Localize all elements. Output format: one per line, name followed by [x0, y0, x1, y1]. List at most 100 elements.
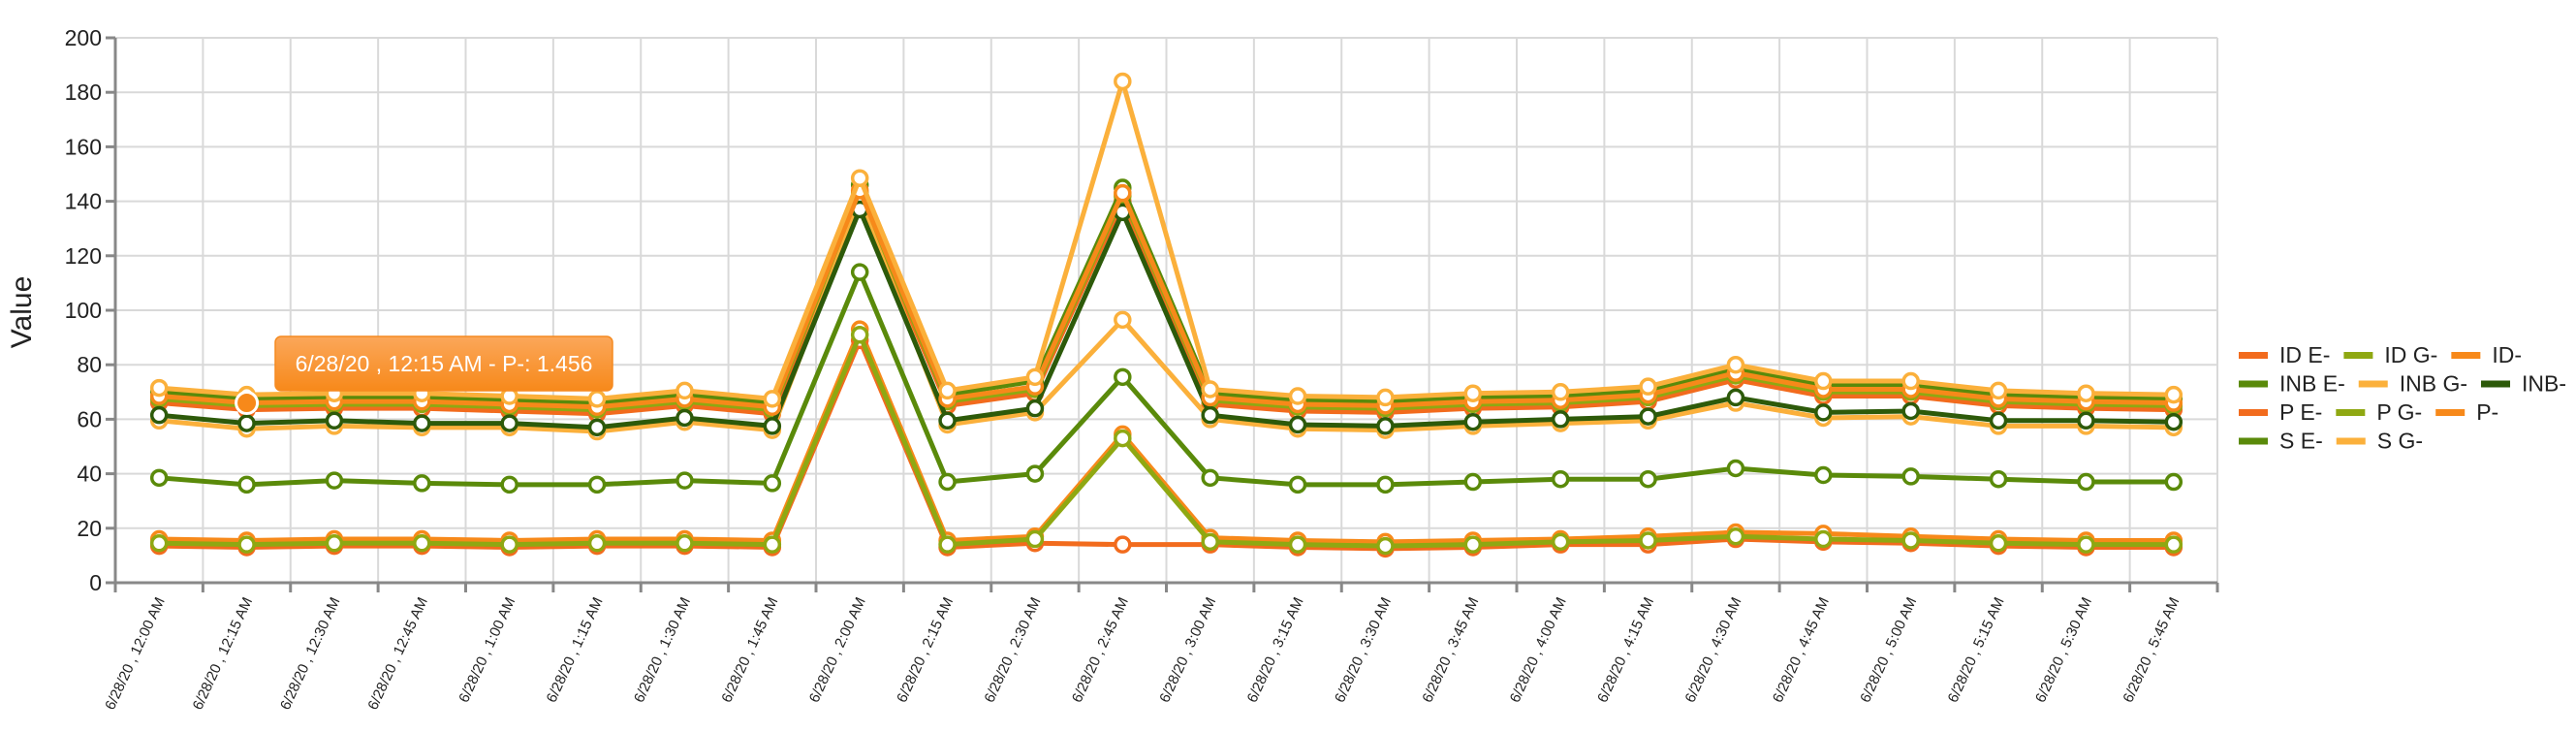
data-point — [1726, 526, 1745, 546]
legend-label: INB E- — [2279, 371, 2345, 397]
data-point — [237, 414, 256, 432]
legend-swatch — [2239, 409, 2268, 416]
data-point — [1814, 465, 1833, 485]
legend-label: ID G- — [2384, 342, 2437, 367]
x-tick-label: 6/28/20 , 2:15 AM — [894, 595, 957, 706]
x-tick-label: 6/28/20 , 5:30 AM — [2032, 595, 2095, 706]
data-point — [1901, 531, 1920, 550]
x-tick-label: 6/28/20 , 1:45 AM — [718, 595, 781, 706]
series-line — [159, 337, 2174, 552]
data-point — [325, 471, 344, 490]
legend-item: ID E- — [2239, 342, 2330, 367]
series-line — [159, 332, 2174, 549]
data-point — [938, 411, 957, 430]
x-tick-label: 6/28/20 , 4:00 AM — [1507, 595, 1570, 706]
series-s-g — [149, 72, 2183, 408]
data-point — [1288, 415, 1307, 434]
y-tick-label: 80 — [77, 352, 102, 377]
data-point — [1639, 469, 1657, 489]
series-line — [158, 79, 2174, 401]
data-point — [1989, 469, 2008, 489]
data-point — [1025, 367, 1045, 387]
x-tick-label: 6/28/20 , 5:15 AM — [1945, 595, 2008, 706]
data-point — [413, 474, 431, 493]
series-line — [158, 199, 2174, 434]
legend-label: P G- — [2376, 399, 2422, 425]
x-tick-label: 6/28/20 , 2:00 AM — [806, 595, 869, 706]
tooltip-box — [274, 335, 613, 392]
data-point — [2164, 472, 2183, 492]
x-tick-label: 6/28/20 , 12:00 AM — [102, 595, 169, 713]
legend-swatch — [2435, 409, 2466, 416]
data-point — [1376, 536, 1395, 556]
data-point — [850, 263, 869, 281]
series-s-e — [149, 263, 2183, 494]
data-point — [500, 475, 518, 494]
legend-swatch — [2451, 352, 2481, 359]
legend-item: S G- — [2336, 429, 2423, 454]
data-point — [2077, 384, 2095, 402]
data-point — [1025, 398, 1045, 418]
data-point — [1114, 429, 1132, 448]
x-tick-label: 6/28/20 , 3:45 AM — [1419, 595, 1482, 706]
legend-item: INB G- — [2358, 371, 2467, 397]
data-point — [1551, 383, 1570, 401]
data-point — [1376, 475, 1395, 494]
x-tick-label: 6/28/20 , 3:30 AM — [1332, 595, 1395, 706]
series-inb — [149, 200, 2183, 437]
data-point — [2077, 472, 2095, 492]
data-point — [500, 535, 518, 554]
legend-label: P E- — [2279, 399, 2322, 425]
data-point — [1463, 412, 1483, 431]
data-point — [1639, 377, 1657, 396]
data-point — [1726, 388, 1745, 407]
data-point — [1114, 183, 1132, 203]
data-point — [675, 381, 694, 400]
data-point — [1463, 472, 1483, 492]
data-point — [938, 381, 957, 400]
x-tick-label: 6/28/20 , 4:45 AM — [1770, 595, 1833, 706]
x-tick-label: 6/28/20 , 1:30 AM — [631, 595, 694, 706]
legend-swatch — [2239, 437, 2268, 445]
legend-label: ID E- — [2279, 342, 2330, 367]
legend-swatch — [2239, 352, 2268, 359]
y-tick-label: 160 — [65, 134, 102, 159]
data-point — [2164, 385, 2183, 404]
legend-swatch — [2239, 380, 2268, 388]
data-point — [763, 535, 782, 554]
legend-item: ID- — [2451, 342, 2522, 367]
series-line — [159, 327, 2174, 545]
data-point — [1025, 529, 1045, 549]
data-point — [1288, 387, 1307, 405]
series-layer — [149, 72, 2183, 558]
data-point — [938, 472, 957, 492]
data-point — [1288, 535, 1307, 554]
data-point — [325, 534, 344, 553]
x-tick-label: 6/28/20 , 2:45 AM — [1069, 595, 1132, 706]
data-point — [1901, 467, 1920, 486]
x-tick-label: 6/28/20 , 4:30 AM — [1681, 595, 1744, 706]
data-point — [1114, 367, 1132, 387]
data-point — [938, 535, 957, 554]
x-tick-label: 6/28/20 , 1:00 AM — [456, 595, 518, 706]
y-tick-label: 20 — [77, 516, 102, 541]
x-tick-label: 6/28/20 , 12:45 AM — [364, 595, 431, 713]
legend-swatch — [2336, 409, 2366, 416]
data-point — [1288, 475, 1307, 494]
y-tick-label: 140 — [65, 189, 102, 214]
legend-item: S E- — [2239, 429, 2323, 454]
data-point — [149, 405, 169, 425]
x-tick-label: 6/28/20 , 1:15 AM — [544, 595, 607, 706]
data-point — [587, 534, 607, 553]
data-point — [587, 390, 607, 408]
data-point — [325, 411, 344, 430]
data-point — [237, 535, 256, 554]
legend-item: INB- — [2481, 371, 2566, 397]
data-point — [1376, 388, 1395, 407]
series-line — [158, 187, 2174, 410]
data-point — [1726, 459, 1745, 478]
data-point — [1901, 371, 1920, 391]
data-point — [587, 418, 607, 437]
data-point — [675, 534, 694, 553]
